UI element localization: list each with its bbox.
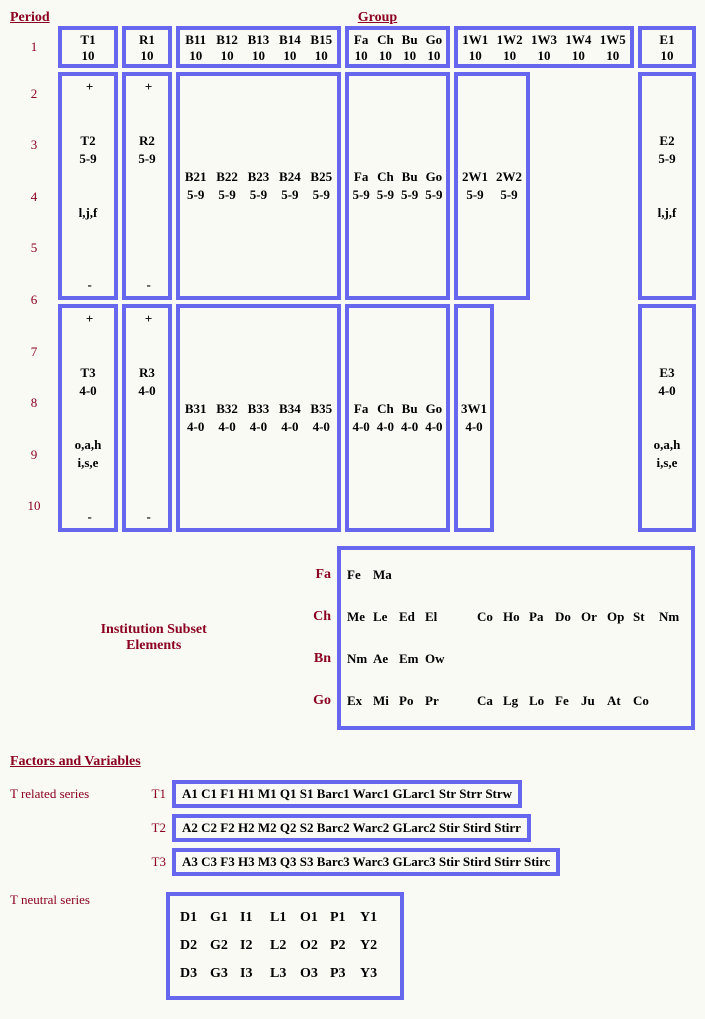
period-2: 2	[10, 68, 58, 120]
subset-labels: FaChBnGo	[297, 554, 337, 722]
subset-row-0: FeMa	[347, 554, 685, 596]
t-related-series: T related seriesT1A1 C1 F1 H1 M1 Q1 S1 B…	[10, 780, 695, 876]
t-neutral-label: T neutral series	[10, 892, 140, 908]
cell-fc3: Fa 4-0Ch 4-0Bu 4-0Go 4-0	[345, 304, 450, 532]
cell-fc1: Fa 10Ch 10Bu 10Go 10	[345, 26, 450, 68]
cell-b1: B11 10B12 10B13 10B14 10B15 10	[176, 26, 341, 68]
cell-w2: 2W1 5-92W2 5-9	[454, 72, 530, 300]
subset-row-1: MeLeEdElCoHoPaDoOrOpStNm	[347, 596, 685, 638]
group-header: Group	[60, 10, 695, 26]
period-4: 4	[10, 171, 58, 223]
period-5: 5	[10, 223, 58, 275]
neutral-row-0: D1G1I1L1O1P1Y1	[180, 904, 390, 932]
cell-e3: E3 4-0 o,a,h i,s,e	[638, 304, 696, 532]
subset-area: Institution Subset Elements FaChBnGo FeM…	[10, 546, 695, 730]
subset-row-3: ExMiPoPrCaLgLoFeJuAtCo	[347, 680, 685, 722]
cell-b3: B31 4-0B32 4-0B33 4-0B34 4-0B35 4-0	[176, 304, 341, 532]
subset-label-Ch: Ch	[297, 596, 337, 638]
cell-t2: + T2 5-9 l,j,f -	[58, 72, 118, 300]
subset-label-Bn: Bn	[297, 638, 337, 680]
cell-e1: E1 10	[638, 26, 696, 68]
factors-header: Factors and Variables	[10, 754, 695, 770]
cell-e2: E2 5-9 l,j,f	[638, 72, 696, 300]
subset-title: Institution Subset Elements	[10, 622, 297, 654]
main-grid: 12345678910 T1 10R1 10B11 10B12 10B13 10…	[10, 26, 695, 532]
cell-r2: + R2 5-9 -	[122, 72, 172, 300]
period-numbers: 12345678910	[10, 26, 58, 532]
period-1: 1	[10, 26, 58, 68]
t-neutral-series: T neutral series D1G1I1L1O1P1Y1D2G2I2L2O…	[10, 892, 695, 1000]
t-related-row-T1: T related seriesT1A1 C1 F1 H1 M1 Q1 S1 B…	[10, 780, 695, 808]
header-row: Period Group	[10, 10, 695, 26]
neutral-row-1: D2G2I2L2O2P2Y2	[180, 932, 390, 960]
period-header: Period	[10, 10, 60, 26]
subset-box: FeMaMeLeEdElCoHoPaDoOrOpStNmNmAeEmOwExMi…	[337, 546, 695, 730]
t-related-row-T2: T2A2 C2 F2 H2 M2 Q2 S2 Barc2 Warc2 GLarc…	[10, 814, 695, 842]
cell-fc2: Fa 5-9Ch 5-9Bu 5-9Go 5-9	[345, 72, 450, 300]
subset-label-Fa: Fa	[297, 554, 337, 596]
subset-row-2: NmAeEmOw	[347, 638, 685, 680]
period-3: 3	[10, 120, 58, 172]
neutral-box: D1G1I1L1O1P1Y1D2G2I2L2O2P2Y2D3G3I3L3O3P3…	[166, 892, 404, 1000]
cell-w3: 3W1 4-0	[454, 304, 494, 532]
subset-label-Go: Go	[297, 680, 337, 722]
cell-w1: 1W1 101W2 101W3 101W4 101W5 10	[454, 26, 634, 68]
period-8: 8	[10, 377, 58, 429]
period-7: 7	[10, 326, 58, 378]
period-6: 6	[10, 274, 58, 326]
cell-r3: + R3 4-0 -	[122, 304, 172, 532]
cell-b2: B21 5-9B22 5-9B23 5-9B24 5-9B25 5-9	[176, 72, 341, 300]
cell-t3: + T3 4-0 o,a,h i,s,e -	[58, 304, 118, 532]
neutral-row-2: D3G3I3L3O3P3Y3	[180, 960, 390, 988]
cell-t1: T1 10	[58, 26, 118, 68]
period-9: 9	[10, 429, 58, 481]
period-10: 10	[10, 480, 58, 532]
t-related-row-T3: T3A3 C3 F3 H3 M3 Q3 S3 Barc3 Warc3 GLarc…	[10, 848, 695, 876]
grid-cells: T1 10R1 10B11 10B12 10B13 10B14 10B15 10…	[58, 26, 695, 532]
cell-r1: R1 10	[122, 26, 172, 68]
